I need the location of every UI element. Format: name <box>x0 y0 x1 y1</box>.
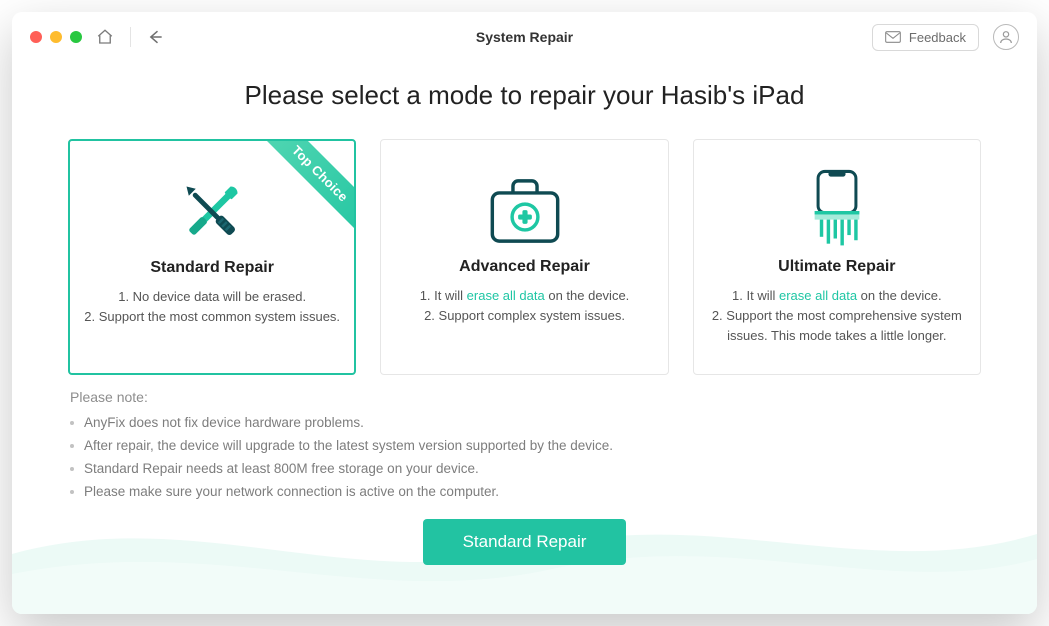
action-row: Standard Repair <box>12 519 1037 565</box>
medkit-icon <box>381 166 667 256</box>
notes-section: Please note: AnyFix does not fix device … <box>12 389 1037 503</box>
erase-warning: erase all data <box>467 288 545 303</box>
feedback-button[interactable]: Feedback <box>872 24 979 51</box>
app-window: System Repair Feedback Please select a m… <box>12 12 1037 614</box>
card-description: 1. No device data will be erased. 2. Sup… <box>70 287 354 327</box>
minimize-window-button[interactable] <box>50 31 62 43</box>
close-window-button[interactable] <box>30 31 42 43</box>
card-title: Advanced Repair <box>381 258 667 276</box>
home-button[interactable] <box>94 26 116 48</box>
card-title: Ultimate Repair <box>694 258 980 276</box>
note-item: AnyFix does not fix device hardware prob… <box>70 411 979 434</box>
mode-card-advanced[interactable]: Advanced Repair 1. It will erase all dat… <box>380 139 668 375</box>
card-description: 1. It will erase all data on the device.… <box>381 286 667 326</box>
erase-warning: erase all data <box>779 288 857 303</box>
note-item: After repair, the device will upgrade to… <box>70 434 979 457</box>
phone-shred-icon <box>694 166 980 256</box>
card-title: Standard Repair <box>70 259 354 277</box>
notes-list: AnyFix does not fix device hardware prob… <box>70 411 979 503</box>
card-line-1: 1. No device data will be erased. <box>82 287 342 307</box>
card-line-1: 1. It will erase all data on the device. <box>706 286 968 306</box>
mail-icon <box>885 31 901 43</box>
window-controls <box>30 31 82 43</box>
card-description: 1. It will erase all data on the device.… <box>694 286 980 346</box>
divider <box>130 27 131 47</box>
mode-cards: Top Choice <box>12 139 1037 375</box>
zoom-window-button[interactable] <box>70 31 82 43</box>
account-button[interactable] <box>993 24 1019 50</box>
title-bar: System Repair Feedback <box>12 12 1037 62</box>
back-arrow-icon <box>145 27 165 47</box>
user-icon <box>998 29 1014 45</box>
mode-card-standard[interactable]: Top Choice <box>68 139 356 375</box>
page-heading: Please select a mode to repair your Hasi… <box>12 80 1037 111</box>
notes-heading: Please note: <box>70 389 979 405</box>
note-item: Please make sure your network connection… <box>70 480 979 503</box>
back-button[interactable] <box>145 27 165 47</box>
mode-card-ultimate[interactable]: Ultimate Repair 1. It will erase all dat… <box>693 139 981 375</box>
note-item: Standard Repair needs at least 800M free… <box>70 457 979 480</box>
start-repair-button[interactable]: Standard Repair <box>423 519 627 565</box>
card-line-2: 2. Support the most common system issues… <box>82 307 342 327</box>
card-line-2: 2. Support the most comprehensive system… <box>706 306 968 346</box>
card-line-2: 2. Support complex system issues. <box>393 306 655 326</box>
home-icon <box>96 28 114 46</box>
feedback-label: Feedback <box>909 30 966 45</box>
card-line-1: 1. It will erase all data on the device. <box>393 286 655 306</box>
